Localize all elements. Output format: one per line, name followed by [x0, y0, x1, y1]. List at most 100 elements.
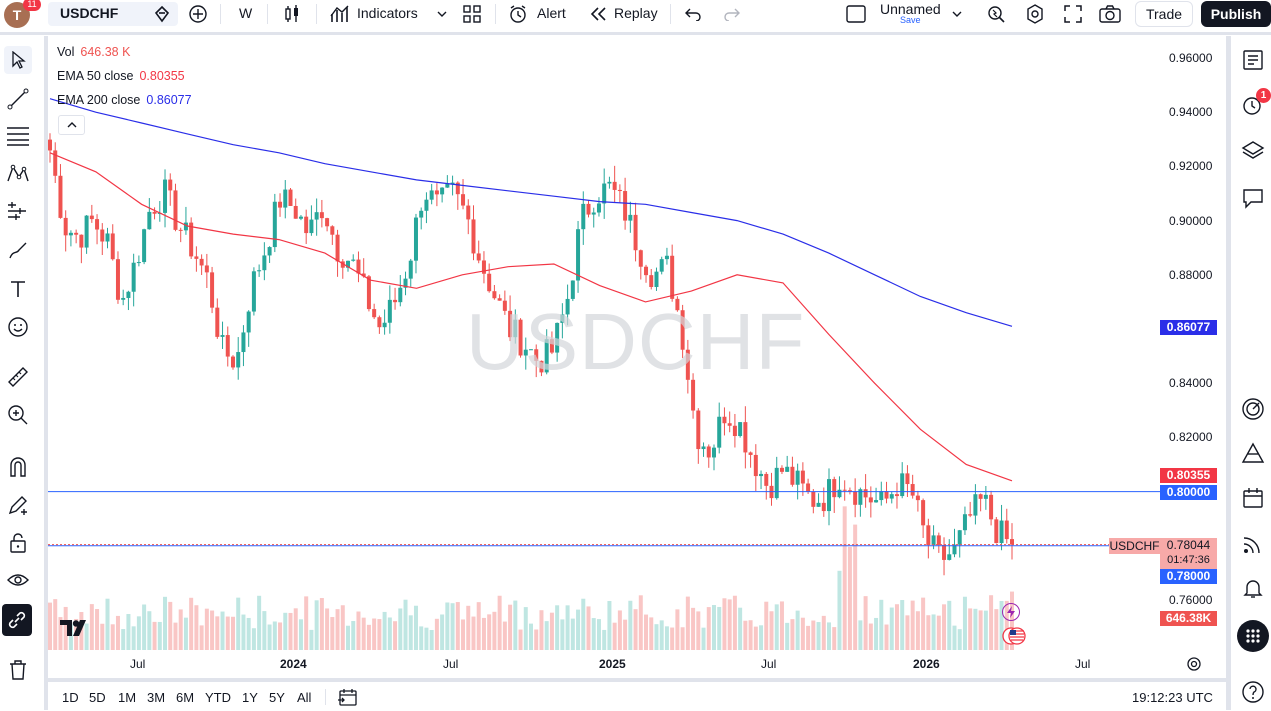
- range-all[interactable]: All: [297, 690, 312, 705]
- candle-body: [806, 483, 811, 492]
- price-chart[interactable]: [0, 0, 1226, 678]
- us-flag-event-icon[interactable]: [1002, 627, 1026, 645]
- range-5y[interactable]: 5Y: [269, 690, 285, 705]
- date-range-icon[interactable]: [338, 688, 358, 711]
- layout-square-icon[interactable]: [844, 2, 868, 26]
- tradingview-logo[interactable]: [60, 620, 92, 641]
- alerts-clock-icon[interactable]: [1239, 91, 1267, 119]
- range-1y[interactable]: 1Y: [242, 690, 258, 705]
- range-6m[interactable]: 6M: [176, 690, 195, 705]
- range-ytd[interactable]: YTD: [205, 690, 231, 705]
- volume-bar: [607, 600, 612, 650]
- broadcast-icon[interactable]: [1239, 530, 1267, 558]
- volume-bar: [586, 606, 591, 650]
- alert-clock-icon[interactable]: [506, 2, 530, 26]
- interval-button[interactable]: W: [239, 5, 253, 21]
- layers-icon[interactable]: [1239, 137, 1267, 165]
- lightning-event-icon[interactable]: [1002, 603, 1020, 621]
- candle-body: [832, 479, 837, 498]
- notifications-bell-icon[interactable]: [1239, 574, 1267, 602]
- fib-lines-icon[interactable]: [4, 122, 32, 150]
- publish-button[interactable]: Publish: [1201, 1, 1271, 27]
- legend-ema50[interactable]: EMA 50 close 0.80355: [57, 69, 185, 83]
- chart-watermark: USDCHF: [466, 297, 806, 386]
- redo-icon[interactable]: [720, 2, 744, 26]
- indicators-button[interactable]: Indicators: [357, 5, 418, 21]
- range-1m[interactable]: 1M: [118, 690, 137, 705]
- candle-body: [795, 470, 800, 485]
- volume-bar: [366, 624, 371, 650]
- chevron-down-icon[interactable]: [430, 2, 454, 26]
- ideas-icon[interactable]: [1239, 439, 1267, 467]
- pattern-icon[interactable]: [4, 160, 32, 188]
- magnet-icon[interactable]: [4, 453, 32, 481]
- link-icon[interactable]: [2, 604, 32, 636]
- volume-bar: [879, 599, 884, 650]
- clock[interactable]: 19:12:23 UTC: [1132, 690, 1213, 705]
- target-icon[interactable]: [1239, 395, 1267, 423]
- legend-vol-value: 646.38 K: [80, 45, 131, 59]
- volume-bar: [372, 618, 377, 650]
- candle-body: [440, 187, 445, 195]
- last-price-tag: 0.78044 01:47:36: [1160, 538, 1217, 569]
- ema200-line[interactable]: [49, 98, 1013, 327]
- more-apps-icon[interactable]: [1237, 620, 1269, 652]
- settings-gear-icon[interactable]: [1023, 2, 1047, 26]
- ruler-icon[interactable]: [4, 363, 32, 391]
- help-icon[interactable]: [1239, 678, 1267, 706]
- time-label: 2025: [599, 657, 626, 671]
- candle-body: [346, 260, 351, 268]
- candle-body: [58, 175, 63, 218]
- replay-button[interactable]: Replay: [614, 5, 658, 21]
- chat-icon[interactable]: [1239, 184, 1267, 212]
- replay-icon[interactable]: [586, 2, 610, 26]
- layout-name[interactable]: Unnamed: [880, 1, 941, 17]
- save-label[interactable]: Save: [900, 15, 921, 25]
- candles-icon[interactable]: [280, 2, 304, 26]
- lock-icon[interactable]: [4, 529, 32, 557]
- candle-body: [560, 314, 565, 323]
- calendar-icon[interactable]: [1239, 484, 1267, 512]
- candle-body: [905, 473, 910, 485]
- trend-line-icon[interactable]: [4, 85, 32, 113]
- undo-icon[interactable]: [681, 2, 705, 26]
- brush-icon[interactable]: [4, 237, 32, 265]
- candle-body: [199, 258, 204, 266]
- volume-bar: [936, 615, 941, 650]
- toolbar-separator: [267, 4, 268, 24]
- watchlist-icon[interactable]: [1239, 46, 1267, 74]
- collapse-legend-button[interactable]: [58, 115, 85, 135]
- chart-settings-icon[interactable]: [1186, 656, 1202, 677]
- emoji-icon[interactable]: [4, 313, 32, 341]
- fullscreen-icon[interactable]: [1061, 2, 1085, 26]
- ema50-line[interactable]: [49, 152, 1013, 482]
- symbol-name[interactable]: USDCHF: [60, 5, 119, 21]
- range-5d[interactable]: 5D: [89, 690, 106, 705]
- indicators-icon[interactable]: [328, 2, 352, 26]
- range-1d[interactable]: 1D: [62, 690, 79, 705]
- eye-icon[interactable]: [4, 566, 32, 594]
- templates-icon[interactable]: [460, 2, 484, 26]
- range-3m[interactable]: 3M: [147, 690, 166, 705]
- trash-icon[interactable]: [4, 656, 32, 684]
- volume-bar: [732, 595, 737, 650]
- chevron-down-icon[interactable]: [945, 2, 969, 26]
- camera-icon[interactable]: [1098, 2, 1122, 26]
- stay-drawing-icon[interactable]: [4, 491, 32, 519]
- cursor-icon[interactable]: [4, 46, 32, 74]
- legend-volume[interactable]: Vol 646.38 K: [57, 45, 130, 59]
- candle-body: [314, 212, 319, 220]
- alert-button[interactable]: Alert: [537, 5, 566, 21]
- add-symbol-icon[interactable]: [186, 2, 210, 26]
- candle-body: [424, 199, 429, 211]
- candle-body: [487, 273, 492, 292]
- trade-button[interactable]: Trade: [1135, 1, 1193, 27]
- volume-bar: [863, 596, 868, 650]
- candle-body: [319, 212, 324, 219]
- compare-symbol-icon[interactable]: [150, 2, 174, 26]
- zoom-in-icon[interactable]: [4, 401, 32, 429]
- legend-ema200[interactable]: EMA 200 close 0.86077: [57, 93, 192, 107]
- forecast-icon[interactable]: [4, 198, 32, 226]
- text-tool-icon[interactable]: [4, 275, 32, 303]
- quick-search-icon[interactable]: [984, 2, 1008, 26]
